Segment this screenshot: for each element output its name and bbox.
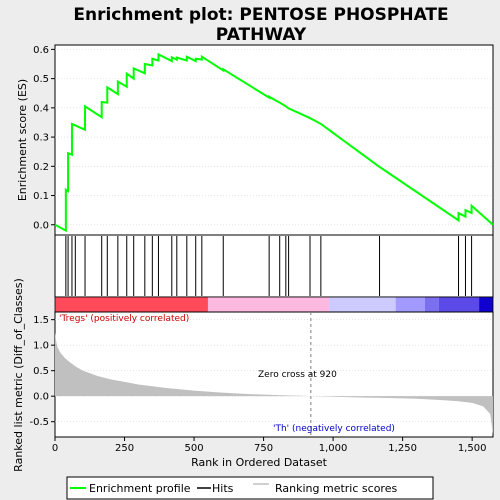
es-y-tick-label: 0.2	[33, 162, 49, 173]
heat-bar-segment	[439, 297, 479, 312]
hits-panel	[55, 235, 493, 297]
x-tick-label: 750	[254, 443, 273, 454]
chart-title-line-2: PATHWAY	[216, 25, 307, 45]
negative-class-label: 'Th' (negatively correlated)	[273, 424, 395, 434]
metric-y-axis-label: Ranked list metric (Diff_of_Classes)	[12, 278, 25, 472]
es-panel	[55, 45, 493, 235]
es-y-tick-label: 0.0	[33, 220, 49, 231]
metric-y-tick-label: 1.0	[33, 341, 49, 352]
x-axis-label: Rank in Ordered Dataset	[191, 456, 328, 469]
legend: Enrichment profile Hits Ranking metric s…	[67, 477, 433, 499]
zero-cross-label: Zero cross at 920	[258, 370, 337, 380]
metric-y-tick-label: 0.0	[33, 392, 49, 403]
x-tick-label: 1,250	[388, 443, 417, 454]
es-y-tick-label: 0.6	[33, 45, 49, 56]
es-y-axis-label: Enrichment score (ES)	[16, 79, 29, 201]
metric-y-tick-label: -0.5	[29, 417, 49, 428]
chart-title-line-1: Enrichment plot: PENTOSE PHOSPHATE	[73, 5, 448, 25]
heat-bar-segment	[396, 297, 425, 312]
heat-bar-segment	[208, 297, 329, 312]
heat-bar-segment	[329, 297, 396, 312]
es-y-tick-label: 0.3	[33, 133, 49, 144]
es-y-tick-label: 0.5	[33, 74, 49, 85]
legend-label-hits: Hits	[212, 482, 234, 495]
x-tick-label: 0	[52, 443, 58, 454]
es-y-tick-label: 0.1	[33, 191, 49, 202]
ranking-heat-bar	[55, 297, 493, 312]
x-tick-label: 500	[185, 443, 204, 454]
heat-bar-segment	[479, 297, 493, 312]
metric-y-tick-label: 1.5	[33, 315, 49, 326]
legend-label-enrichment-profile: Enrichment profile	[89, 482, 191, 495]
x-tick-label: 1,000	[319, 443, 348, 454]
positive-class-label: 'Tregs' (positively correlated)	[59, 314, 189, 324]
x-tick-label: 250	[115, 443, 134, 454]
x-tick-label: 1,500	[458, 443, 487, 454]
legend-label-ranking-metric: Ranking metric scores	[275, 482, 397, 495]
heat-bar-segment	[55, 297, 208, 312]
es-y-tick-label: 0.4	[33, 103, 49, 114]
metric-y-tick-label: 0.5	[33, 366, 49, 377]
heat-bar-segment	[425, 297, 439, 312]
